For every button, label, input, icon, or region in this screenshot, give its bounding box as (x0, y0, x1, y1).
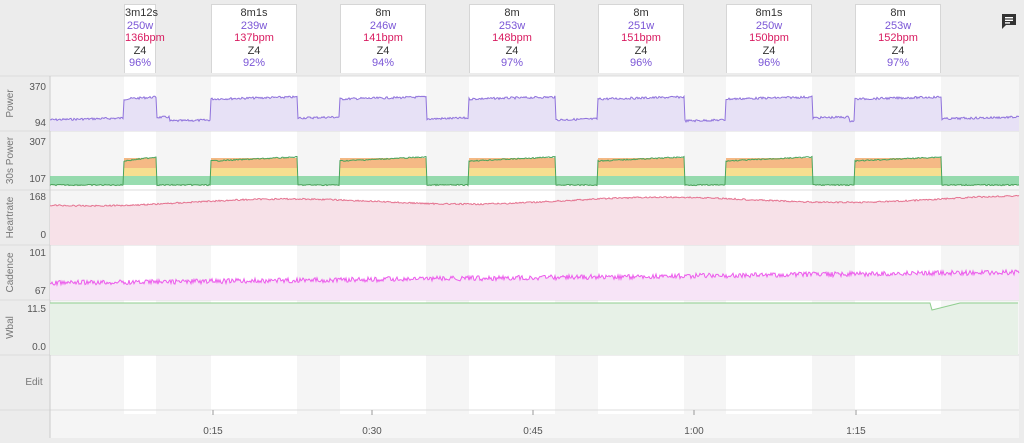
interval-power: 251w (627, 19, 655, 32)
interval-power: 253w (498, 19, 526, 32)
interval-percent: 96% (128, 57, 152, 70)
interval-heartrate: 136bpm (125, 32, 165, 45)
heartrate-line (49, 194, 1020, 208)
zone-yellow-band (855, 168, 941, 176)
interval-heartrate: 151bpm (621, 32, 661, 45)
panel-label-wbal: Wbal (5, 316, 16, 339)
interval-card[interactable]: 8m 251w 151bpm Z4 96% (598, 4, 684, 73)
x-tick-label: 1:00 (684, 426, 704, 437)
panel-label-heartrate: Heartrate (5, 196, 16, 238)
interval-heartrate: 148bpm (492, 32, 532, 45)
heartrate-area (50, 195, 1019, 245)
interval-power: 239w (240, 19, 268, 32)
y-tick-label: 107 (29, 174, 46, 185)
interval-zone: Z4 (891, 44, 905, 57)
interval-zone: Z4 (505, 44, 519, 57)
x-tick-label: 0:30 (362, 426, 382, 437)
interval-card[interactable]: 8m 246w 141bpm Z4 94% (340, 4, 426, 73)
x-tick-label: 1:15 (846, 426, 866, 437)
power-area (50, 95, 1019, 131)
interval-power: 246w (369, 19, 397, 32)
zone-yellow-band (726, 168, 812, 176)
y-tick-label: 0.0 (32, 342, 46, 353)
x-tick-label: 0:45 (523, 426, 543, 437)
panel-label-edit[interactable]: Edit (25, 377, 42, 388)
interval-zone: Z4 (247, 44, 261, 57)
interval-percent: 97% (886, 57, 910, 70)
y-tick-label: 168 (29, 192, 46, 203)
interval-duration: 3m12s (125, 7, 159, 19)
interval-zone: Z4 (634, 44, 648, 57)
y-tick-label: 94 (35, 118, 47, 129)
interval-percent: 94% (371, 57, 395, 70)
interval-duration: 8m (375, 7, 391, 19)
comment-icon[interactable] (999, 11, 1019, 31)
interval-percent: 97% (500, 57, 524, 70)
zone-orange-band (211, 158, 297, 168)
panel-label-cadence: Cadence (5, 252, 16, 292)
zone-yellow-band (124, 168, 156, 176)
interval-percent: 96% (629, 57, 653, 70)
30s-power-line (49, 155, 1020, 187)
zone-yellow-band (469, 168, 555, 176)
interval-card[interactable]: 8m 253w 148bpm Z4 97% (469, 4, 555, 73)
power-line (49, 94, 1020, 123)
y-tick-label: 101 (29, 248, 46, 259)
zone-orange-band (598, 158, 684, 168)
zone-orange-band (124, 158, 156, 168)
wbal-area (50, 303, 1018, 355)
panel-label-30s-power: 30s Power (5, 136, 16, 184)
interval-heartrate: 141bpm (363, 32, 403, 45)
interval-power: 253w (884, 19, 912, 32)
interval-percent: 92% (242, 57, 266, 70)
interval-zone: Z4 (762, 44, 776, 57)
interval-duration: 8m (504, 7, 520, 19)
interval-percent: 96% (757, 57, 781, 70)
zone-yellow-band (211, 168, 297, 176)
interval-card[interactable]: 8m1s 239w 137bpm Z4 92% (211, 4, 297, 73)
zone-orange-band (855, 158, 941, 168)
interval-power: 250w (126, 19, 154, 32)
interval-card[interactable]: 8m1s 250w 150bpm Z4 96% (726, 4, 812, 73)
interval-heartrate: 152bpm (878, 32, 918, 45)
zone-orange-band (340, 158, 426, 168)
interval-card[interactable]: 3m12s 250w 136bpm Z4 96% (124, 4, 165, 73)
zone-yellow-band (340, 168, 426, 176)
zone-orange-band (726, 158, 812, 168)
wbal-line (50, 302, 1018, 311)
interval-duration: 8m (890, 7, 906, 19)
y-tick-label: 307 (29, 137, 46, 148)
interval-duration: 8m1s (240, 7, 268, 19)
y-tick-label: 0 (40, 230, 46, 241)
interval-zone: Z4 (376, 44, 390, 57)
zone-green-band (50, 176, 1019, 185)
interval-heartrate: 137bpm (234, 32, 274, 45)
interval-heartrate: 150bpm (749, 32, 789, 45)
interval-zone: Z4 (133, 44, 147, 57)
x-tick-label: 0:15 (203, 426, 223, 437)
zone-orange-band (469, 158, 555, 168)
zone-yellow-band (598, 168, 684, 176)
x-axis-background (50, 410, 1019, 438)
cadence-line (49, 268, 1020, 287)
interval-duration: 8m (633, 7, 649, 19)
y-tick-label: 11.5 (27, 304, 46, 315)
interval-power: 250w (755, 19, 783, 32)
interval-duration: 8m1s (755, 7, 783, 19)
panel-label-power: Power (5, 89, 16, 118)
y-tick-label: 67 (35, 286, 47, 297)
y-tick-label: 370 (29, 82, 46, 93)
interval-card[interactable]: 8m 253w 152bpm Z4 97% (855, 4, 941, 73)
